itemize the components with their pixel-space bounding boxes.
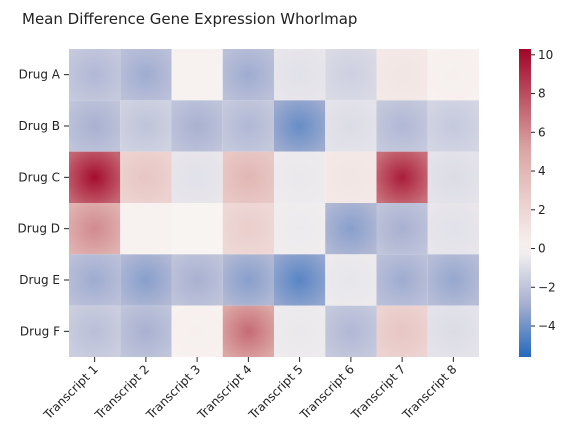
colorbar-tick-label: 2 <box>538 203 546 217</box>
colorbar-tick-label: 4 <box>538 164 546 178</box>
heatmap-cell <box>427 254 479 306</box>
heatmap-cell <box>69 203 121 255</box>
row-tick-label: Drug C <box>18 170 60 184</box>
heatmap-cell <box>222 100 274 152</box>
heatmap-cell <box>120 254 172 306</box>
heatmap-cell <box>376 100 428 152</box>
heatmap-cell <box>274 305 326 357</box>
heatmap-cell <box>427 49 479 101</box>
colorbar-tick-label: −4 <box>538 319 556 333</box>
heatmap-cells <box>69 49 479 357</box>
heatmap-cell <box>69 151 121 203</box>
heatmap-cell <box>222 151 274 203</box>
heatmap-cell <box>120 151 172 203</box>
colorbar: −4 −2 0 2 4 6 8 10 <box>519 48 556 357</box>
heatmap-cell <box>171 100 223 152</box>
row-tick-label: Drug E <box>19 273 60 287</box>
heatmap-cell <box>376 203 428 255</box>
heatmap-cell <box>171 49 223 101</box>
column-tick-label: Transcript 5 <box>245 362 305 422</box>
heatmap-cell <box>274 254 326 306</box>
column-tick-label: Transcript 3 <box>143 362 203 422</box>
heatmap-cell <box>325 305 377 357</box>
column-tick-label: Transcript 2 <box>92 362 152 422</box>
heatmap-cell <box>325 254 377 306</box>
heatmap-cell <box>427 203 479 255</box>
column-tick-label: Transcript 4 <box>194 362 254 422</box>
row-tick-label: Drug D <box>18 222 60 236</box>
colorbar-tick-label: 6 <box>538 125 546 139</box>
heatmap-cell <box>325 203 377 255</box>
heatmap-cell <box>222 305 274 357</box>
heatmap-cell <box>120 49 172 101</box>
heatmap-cell <box>171 203 223 255</box>
heatmap-cell <box>427 305 479 357</box>
colorbar-tick-label: 10 <box>538 48 553 62</box>
heatmap-cell <box>171 254 223 306</box>
colorbar-tick-label: 0 <box>538 242 546 256</box>
heatmap-cell <box>171 305 223 357</box>
heatmap-cell <box>274 151 326 203</box>
heatmap-cell <box>376 151 428 203</box>
colorbar-tick-label: −2 <box>538 280 556 294</box>
heatmap-cell <box>171 151 223 203</box>
heatmap-cell <box>274 100 326 152</box>
column-tick-label: Transcript 8 <box>399 362 459 422</box>
heatmap-cell <box>427 151 479 203</box>
row-tick-label: Drug B <box>19 119 60 133</box>
heatmap-cell <box>120 305 172 357</box>
heatmap-cell <box>222 49 274 101</box>
colorbar-gradient <box>519 49 531 357</box>
heatmap-cell <box>69 49 121 101</box>
heatmap-cell <box>222 254 274 306</box>
heatmap-cell <box>325 151 377 203</box>
heatmap-cell <box>120 100 172 152</box>
column-tick-label: Transcript 1 <box>40 362 100 422</box>
row-tick-label: Drug F <box>20 324 60 338</box>
heatmap-cell <box>120 203 172 255</box>
heatmap-cell <box>69 305 121 357</box>
heatmap-cell <box>376 49 428 101</box>
row-tick-label: Drug A <box>19 68 61 82</box>
heatmap-cell <box>376 305 428 357</box>
column-tick-label: Transcript 6 <box>297 362 357 422</box>
heatmap-cell <box>274 203 326 255</box>
heatmap-cell <box>325 100 377 152</box>
heatmap-cell <box>69 100 121 152</box>
heatmap-cell <box>427 100 479 152</box>
colorbar-tick-label: 8 <box>538 87 546 101</box>
heatmap-cell <box>274 49 326 101</box>
row-tick-labels: Drug A Drug B Drug C Drug D Drug E Drug F <box>18 68 69 338</box>
heatmap-cell <box>376 254 428 306</box>
heatmap-cell <box>222 203 274 255</box>
heatmap-cell <box>325 49 377 101</box>
column-tick-label: Transcript 7 <box>348 362 408 422</box>
heatmap-cell <box>69 254 121 306</box>
chart-title: Mean Difference Gene Expression Whorlmap <box>22 10 357 28</box>
